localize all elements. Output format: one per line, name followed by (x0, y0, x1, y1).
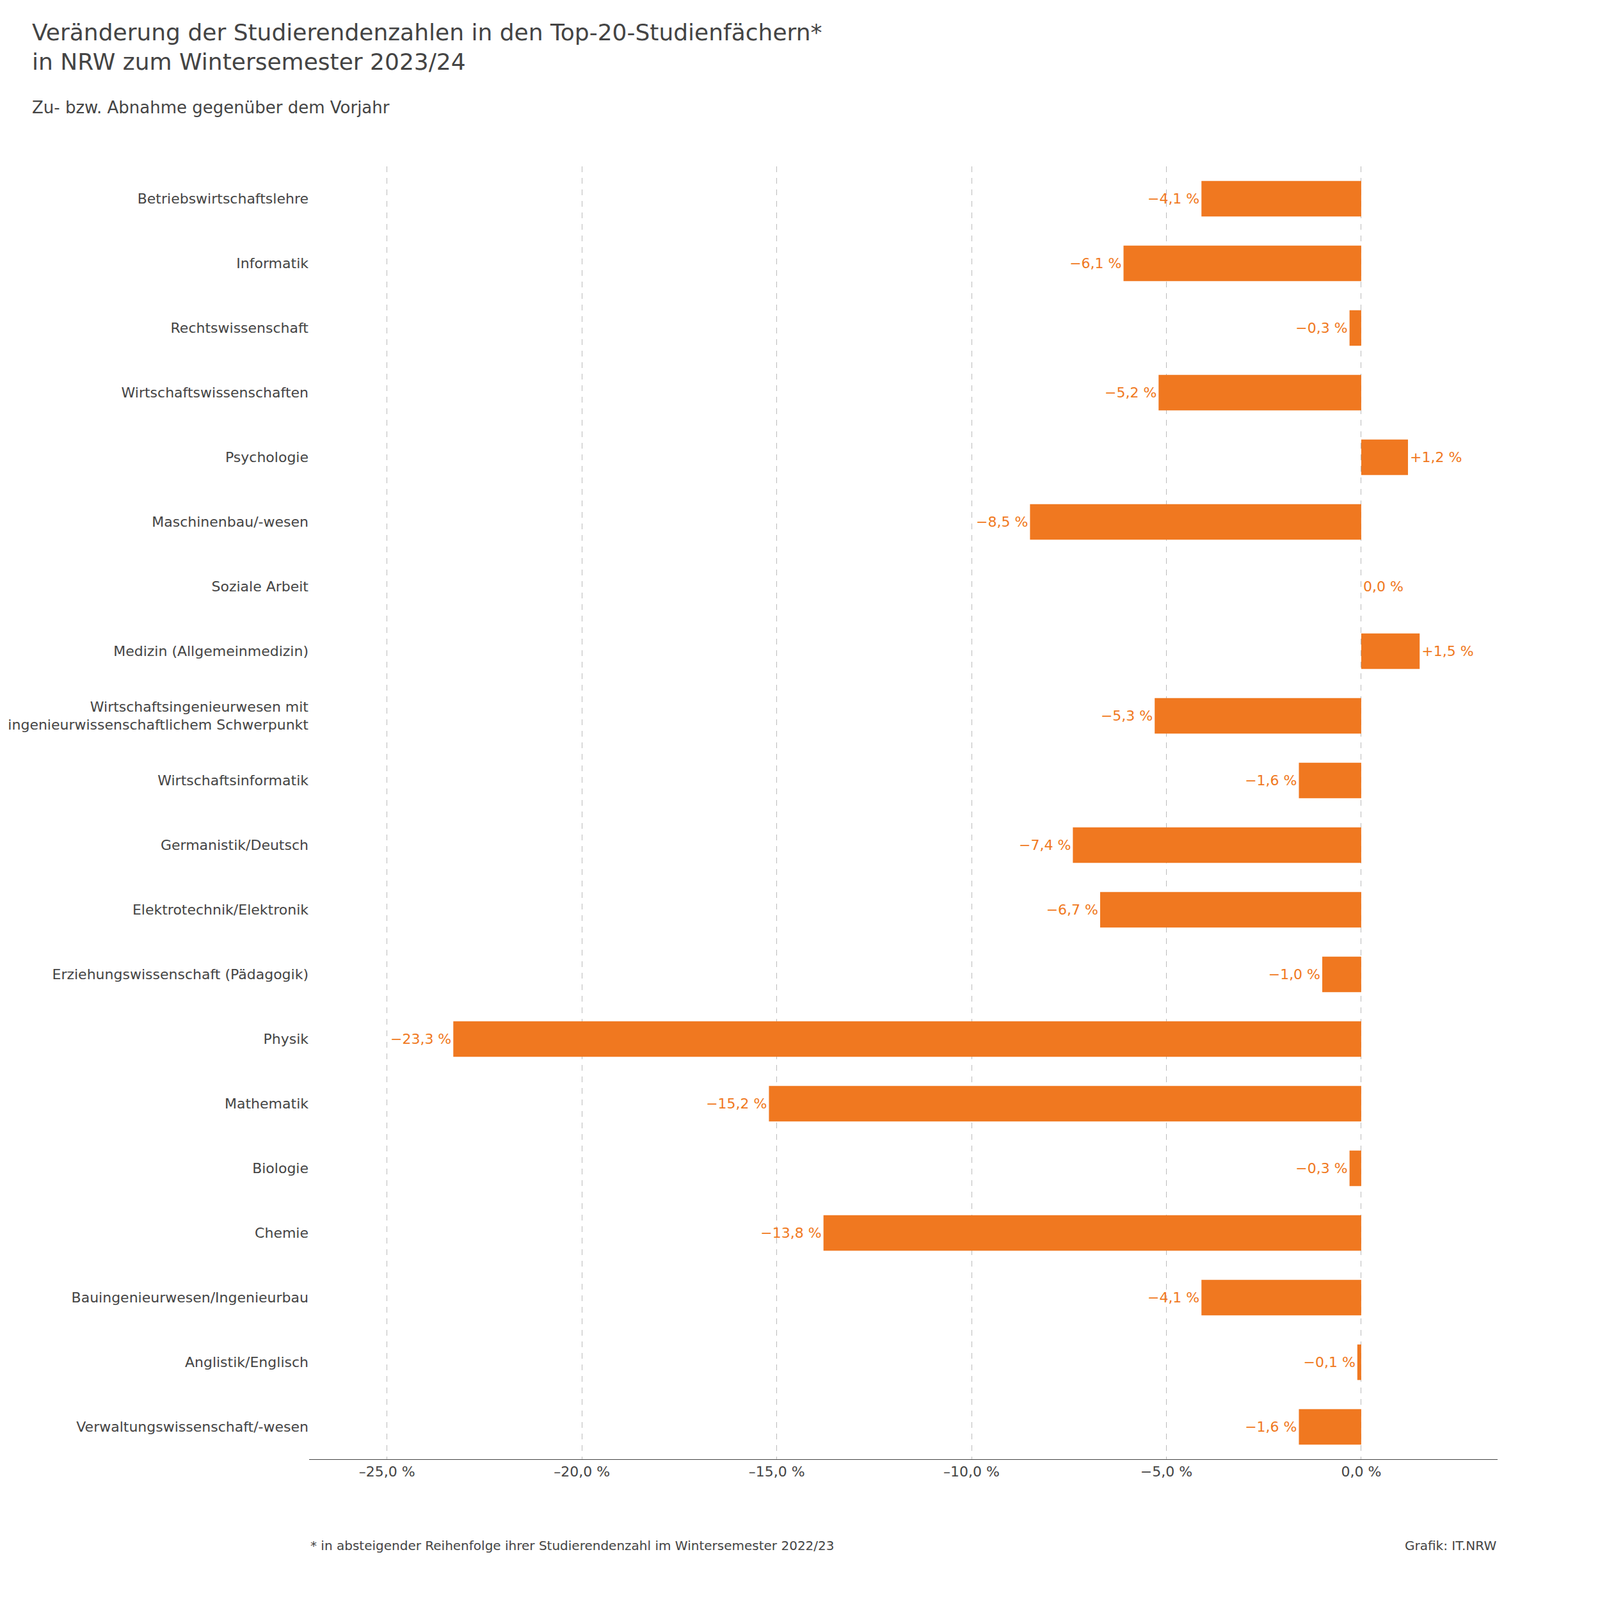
svg-text:−4,1 %: −4,1 % (1147, 190, 1200, 207)
svg-text:−5,3 %: −5,3 % (1100, 707, 1153, 724)
svg-text:−7,4 %: −7,4 % (1018, 837, 1071, 854)
svg-text:Germanistik/Deutsch: Germanistik/Deutsch (160, 837, 309, 854)
svg-text:−13,8 %: −13,8 % (760, 1224, 822, 1241)
svg-text:Soziale Arbeit: Soziale Arbeit (211, 578, 309, 595)
svg-text:−23,3 %: −23,3 % (390, 1031, 452, 1048)
svg-text:–10,0 %: –10,0 % (943, 1463, 1000, 1480)
svg-text:–20,0 %: –20,0 % (553, 1463, 610, 1480)
svg-text:* in absteigender Reihenfolge: * in absteigender Reihenfolge ihrer Stud… (310, 1537, 835, 1554)
svg-text:−6,7 %: −6,7 % (1046, 901, 1099, 918)
svg-text:Anglistik/Englisch: Anglistik/Englisch (184, 1354, 309, 1371)
svg-text:−0,1 %: −0,1 % (1303, 1354, 1355, 1371)
svg-text:Bauingenieurwesen/Ingenieurbau: Bauingenieurwesen/Ingenieurbau (71, 1289, 309, 1306)
svg-text:−1,6 %: −1,6 % (1244, 1418, 1297, 1435)
svg-text:–25,0 %: –25,0 % (359, 1463, 416, 1480)
svg-text:0,0 %: 0,0 % (1363, 578, 1404, 595)
svg-text:−0,3 %: −0,3 % (1295, 320, 1348, 336)
svg-text:Erziehungswissenschaft (Pädago: Erziehungswissenschaft (Pädagogik) (52, 966, 309, 983)
svg-text:Medizin (Allgemeinmedizin): Medizin (Allgemeinmedizin) (113, 643, 309, 660)
svg-text:−5,2 %: −5,2 % (1104, 384, 1157, 401)
svg-text:Wirtschaftsingenieurwesen miti: Wirtschaftsingenieurwesen mitingenieurwi… (7, 698, 309, 734)
svg-text:Physik: Physik (263, 1031, 309, 1048)
svg-text:−1,0 %: −1,0 % (1268, 966, 1321, 983)
svg-text:Wirtschaftsinformatik: Wirtschaftsinformatik (157, 772, 309, 789)
svg-text:Maschinenbau/-wesen: Maschinenbau/-wesen (151, 513, 309, 530)
svg-text:0,0 %: 0,0 % (1340, 1463, 1382, 1480)
svg-text:−0,3 %: −0,3 % (1295, 1160, 1348, 1177)
svg-text:−6,1 %: −6,1 % (1069, 255, 1122, 272)
svg-text:+1,5 %: +1,5 % (1421, 643, 1474, 660)
svg-text:Mathematik: Mathematik (224, 1095, 309, 1112)
svg-text:−8,5 %: −8,5 % (976, 513, 1028, 530)
svg-text:Wirtschaftswissenschaften: Wirtschaftswissenschaften (121, 384, 309, 401)
svg-text:Rechtswissenschaft: Rechtswissenschaft (170, 320, 310, 336)
svg-text:Informatik: Informatik (236, 255, 309, 272)
svg-text:Zu- bzw. Abnahme gegenüber dem: Zu- bzw. Abnahme gegenüber dem Vorjahr (32, 97, 390, 118)
svg-text:Verwaltungswissenschaft/-wesen: Verwaltungswissenschaft/-wesen (76, 1418, 309, 1435)
svg-text:−4,1 %: −4,1 % (1147, 1289, 1200, 1306)
svg-text:Elektrotechnik/Elektronik: Elektrotechnik/Elektronik (132, 901, 309, 918)
svg-text:Grafik: IT.NRW: Grafik: IT.NRW (1404, 1537, 1497, 1554)
svg-text:–15,0 %: –15,0 % (748, 1463, 806, 1480)
svg-text:Psychologie: Psychologie (225, 449, 309, 466)
svg-text:+1,2 %: +1,2 % (1409, 449, 1462, 466)
svg-text:Biologie: Biologie (252, 1160, 309, 1177)
svg-text:−1,6 %: −1,6 % (1244, 772, 1297, 789)
svg-text:Chemie: Chemie (254, 1224, 309, 1241)
svg-text:Betriebswirtschaftslehre: Betriebswirtschaftslehre (137, 190, 309, 207)
svg-text:Veränderung der Studierendenza: Veränderung der Studierendenzahlen in de… (32, 19, 823, 76)
svg-text:−5,0 %: −5,0 % (1140, 1463, 1193, 1480)
svg-text:−15,2 %: −15,2 % (705, 1095, 767, 1112)
